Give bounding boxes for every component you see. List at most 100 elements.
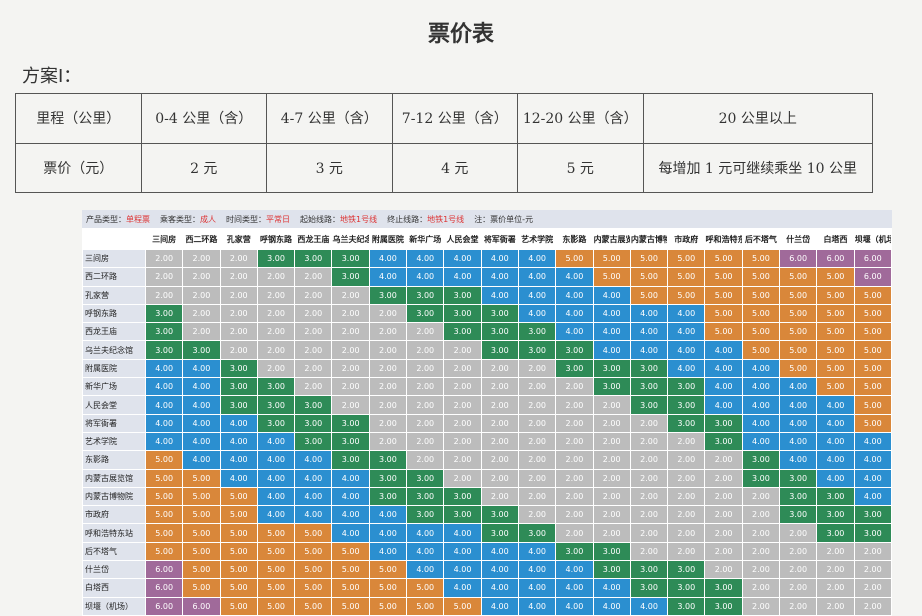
fare-cell: 4.00 (779, 450, 818, 470)
fare-cell: 5.00 (741, 267, 781, 287)
column-header: 孔家营 (219, 228, 258, 250)
fare-cell: 2.00 (256, 267, 296, 287)
fare-cell: 3.00 (294, 431, 333, 452)
fare-cell: 2.00 (256, 303, 296, 324)
fare-cell: 3.00 (555, 358, 594, 379)
fare-cell: 5.00 (182, 578, 221, 598)
fare-cell: 2.00 (592, 486, 631, 507)
fare-cell: 3.00 (144, 322, 184, 342)
fare-cell: 3.00 (294, 395, 333, 415)
filter: 时间类型：平常日 (226, 214, 290, 225)
row-header: 乌兰夫纪念馆 (82, 340, 146, 360)
fare-cell: 4.00 (256, 431, 296, 452)
fare-cell: 2.00 (294, 358, 333, 379)
fare-cell: 2.00 (667, 450, 706, 470)
fare-cell: 4.00 (443, 248, 482, 269)
fare-cell: 里程（公里） (15, 93, 142, 144)
fare-cell: 每增加 1 元可继续乘坐 10 公里 (642, 142, 873, 193)
fare-cell: 2.00 (667, 523, 706, 543)
row-header: 东影路 (82, 450, 146, 470)
fare-cell: 2.00 (406, 340, 445, 360)
row-header: 呼和浩特东站 (82, 523, 146, 543)
filter-label: 时间类型： (226, 214, 266, 224)
fare-cell: 2.00 (704, 560, 743, 580)
matrix-row: 三间房 2.00 2.00 2.00 3.00 3.00 3.00 4.00 4.00 4.00 4… (82, 248, 893, 269)
fare-cell: 4.00 (443, 578, 482, 598)
fare-cell: 2.00 (816, 596, 855, 616)
fare-cell: 4.00 (779, 395, 818, 415)
matrix-row: 乌兰夫纪念馆 3.00 3.00 2.00 2.00 2.00 2.00 2.00 2.00 2.… (82, 340, 893, 360)
fare-cell: 5.00 (406, 578, 445, 598)
fare-cell: 4.00 (779, 431, 818, 452)
fare-cell: 2.00 (182, 267, 221, 287)
fare-cell: 2.00 (219, 322, 258, 342)
fare-cell: 2.00 (517, 486, 557, 507)
column-header: 后不塔气 (741, 228, 781, 250)
fare-cell: 5.00 (144, 523, 184, 543)
fare-cell: 4.00 (517, 248, 557, 269)
fare-cell: 3.00 (555, 340, 594, 360)
fare-cell: 2.00 (182, 303, 221, 324)
fare-cell: 2.00 (294, 267, 333, 287)
fare-cell: 4.00 (629, 596, 669, 616)
fare-cell: 4.00 (555, 596, 594, 616)
fare-cell: 2.00 (331, 395, 370, 415)
fare-cell: 3.00 (368, 450, 408, 470)
fare-cell: 2.00 (331, 377, 370, 397)
fare-cell: 2.00 (555, 413, 594, 433)
fare-cell: 4.00 (816, 468, 855, 488)
fare-cell: 5.00 (294, 596, 333, 616)
fare-cell: 3.00 (256, 248, 296, 269)
fare-cell: 3.00 (294, 248, 333, 269)
fare-cell: 4.00 (480, 560, 519, 580)
fare-cell: 2.00 (629, 431, 669, 452)
fare-cell: 4.00 (144, 413, 184, 433)
matrix-row: 内蒙古博物院 5.00 5.00 5.00 4.00 4.00 4.00 3.00 3.00 3.… (82, 486, 893, 507)
fare-cell: 2.00 (853, 541, 893, 562)
fare-row: 里程（公里） 0-4 公里（含） 4-7 公里（含） 7-12 公里（含） 12-20 … (15, 93, 873, 144)
fare-cell: 4.00 (741, 431, 781, 452)
fare-cell: 5.00 (144, 486, 184, 507)
fare-cell: 2.00 (741, 505, 781, 525)
fare-cell: 4.00 (853, 431, 893, 452)
fare-cell: 5.00 (555, 248, 594, 269)
fare-cell: 5.00 (331, 560, 370, 580)
fare-cell: 4.00 (294, 450, 333, 470)
fare-cell: 3.00 (517, 340, 557, 360)
fare-cell: 3.00 (144, 340, 184, 360)
fare-cell: 3.00 (629, 578, 669, 598)
fare-cell: 2.00 (741, 596, 781, 616)
fare-cell: 3.00 (667, 560, 706, 580)
column-header: 市政府 (667, 228, 706, 250)
fare-cell: 3.00 (443, 303, 482, 324)
fare-cell: 5 元 (517, 142, 644, 193)
fare-cell: 3.00 (741, 468, 781, 488)
fare-cell: 2.00 (443, 358, 482, 379)
fare-cell: 3.00 (406, 303, 445, 324)
fare-cell: 2.00 (667, 468, 706, 488)
fare-cell: 5.00 (629, 285, 669, 305)
filter-value: 地铁1号线 (427, 214, 465, 224)
column-header: 内蒙古展览馆 (592, 228, 631, 250)
fare-cell: 6.00 (779, 248, 818, 269)
fare-cell: 4.00 (667, 358, 706, 379)
fare-cell: 4.00 (629, 303, 669, 324)
fare-cell: 4.00 (368, 523, 408, 543)
fare-cell: 4.00 (779, 377, 818, 397)
fare-cell: 5.00 (592, 267, 631, 287)
fare-cell: 2.00 (480, 413, 519, 433)
fare-cell: 5.00 (629, 248, 669, 269)
fare-cell: 12-20 公里（含） (517, 93, 644, 144)
fare-cell: 5.00 (256, 578, 296, 598)
fare-cell: 4.00 (443, 560, 482, 580)
fare-cell: 5.00 (294, 541, 333, 562)
fare-cell: 3.00 (517, 523, 557, 543)
fare-cell: 2.00 (182, 248, 221, 269)
fare-cell: 4.00 (592, 303, 631, 324)
row-header: 新华广场 (82, 377, 146, 397)
fare-cell: 5.00 (853, 377, 893, 397)
fare-cell: 5.00 (741, 248, 781, 269)
fare-cell: 4.00 (555, 322, 594, 342)
row-header: 内蒙古博物院 (82, 486, 146, 507)
fare-cell: 3.00 (667, 395, 706, 415)
